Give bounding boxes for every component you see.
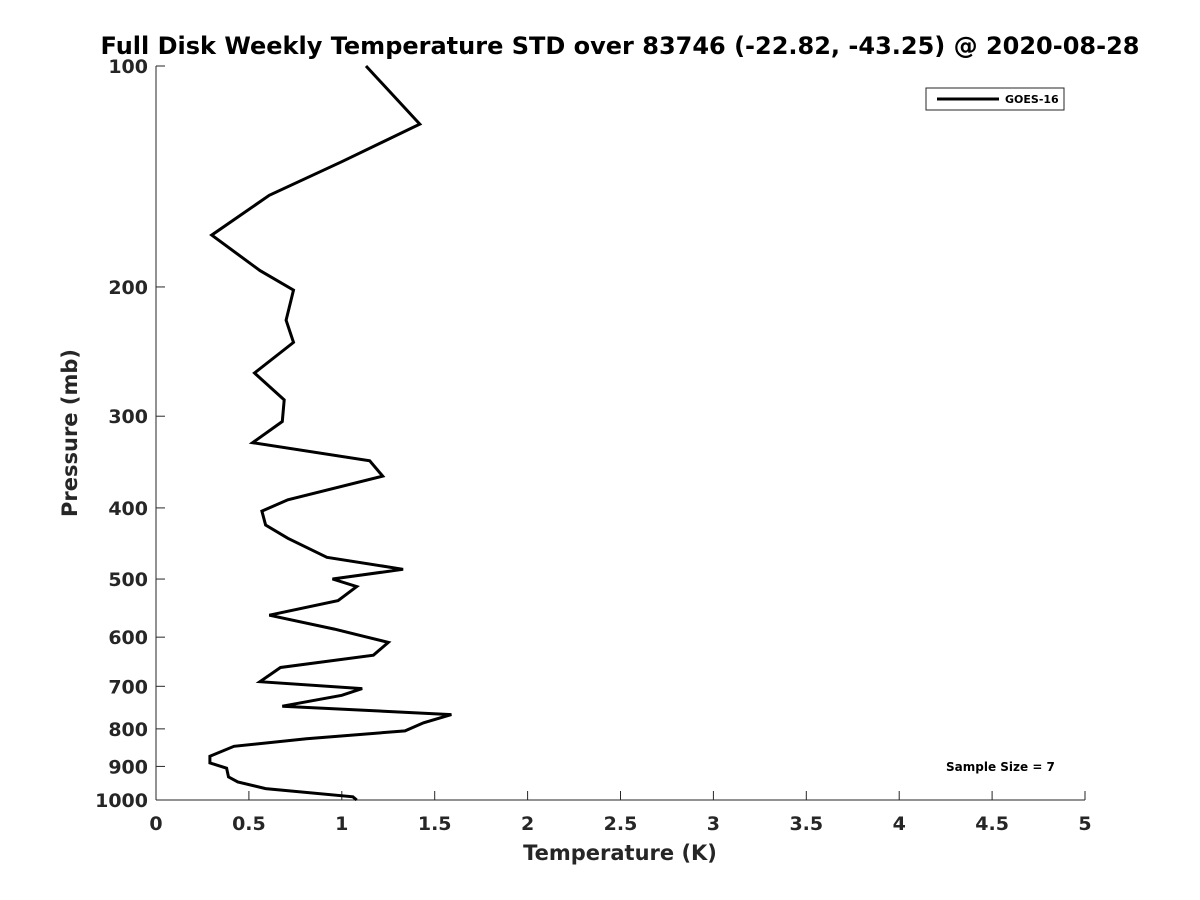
y-tick-label: 700	[108, 676, 148, 698]
legend-entry-goes-16: GOES-16	[1005, 93, 1059, 106]
y-tick-label: 300	[108, 406, 148, 428]
x-tick-label: 3.5	[789, 813, 823, 835]
x-tick-label: 3	[707, 813, 720, 835]
x-tick-label: 1	[335, 813, 348, 835]
y-tick-label: 1000	[95, 790, 148, 812]
y-tick-label: 100	[108, 56, 148, 78]
y-tick-label: 900	[108, 756, 148, 778]
x-tick-label: 4.5	[975, 813, 1009, 835]
x-tick-label: 4	[893, 813, 906, 835]
x-tick-label: 0.5	[232, 813, 266, 835]
x-tick-label: 2.5	[604, 813, 638, 835]
x-tick-label: 0	[149, 813, 162, 835]
series-line-goes-16	[208, 64, 452, 802]
y-ticks: 100 200 300 400 500 600 700 800 900 1000	[95, 56, 165, 812]
y-tick-label: 600	[108, 627, 148, 649]
chart-title: Full Disk Weekly Temperature STD over 83…	[101, 32, 1140, 60]
y-tick-label: 400	[108, 498, 148, 520]
y-tick-label: 200	[108, 277, 148, 299]
x-ticks: 0 0.5 1 1.5 2 2.5 3 3.5 4 4.5 5	[149, 791, 1092, 835]
x-axis-label: Temperature (K)	[523, 841, 717, 865]
legend: GOES-16	[925, 87, 1065, 111]
y-tick-label: 500	[108, 569, 148, 591]
x-tick-label: 1.5	[418, 813, 452, 835]
sample-size-annotation: Sample Size = 7	[946, 760, 1055, 774]
x-tick-label: 5	[1078, 813, 1091, 835]
y-tick-label: 800	[108, 719, 148, 741]
plot-area: 0 0.5 1 1.5 2 2.5 3 3.5 4 4.5 5 100 200 300 400 500 600…	[95, 56, 1092, 835]
x-tick-label: 2	[521, 813, 534, 835]
y-axis-label: Pressure (mb)	[58, 349, 82, 517]
